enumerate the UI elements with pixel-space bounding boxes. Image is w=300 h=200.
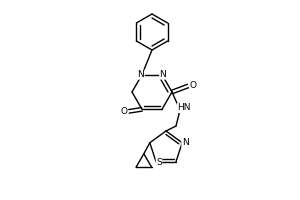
Text: O: O [190, 82, 196, 90]
Text: N: N [138, 70, 144, 79]
Text: N: N [160, 70, 167, 79]
Text: HN: HN [177, 104, 191, 112]
Text: N: N [182, 138, 188, 147]
Text: S: S [156, 158, 162, 167]
Text: O: O [121, 107, 128, 116]
